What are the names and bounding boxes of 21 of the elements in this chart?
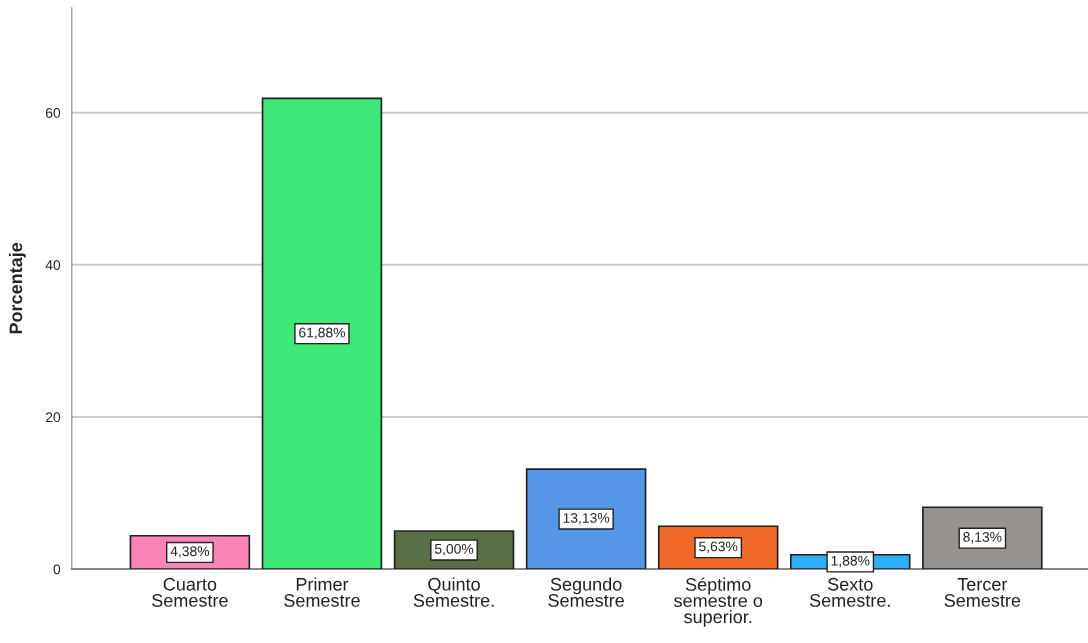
y-tick-label: 40 (45, 260, 61, 270)
data-label: 61,88% (299, 327, 346, 340)
x-tick-label: Séptimo semestre o superior. (674, 577, 763, 627)
x-tick-label: Cuarto Semestre (152, 577, 228, 607)
data-label: 8,13% (963, 532, 1002, 544)
x-tick-label: Quinto Semestre. (413, 577, 494, 607)
data-label: 13,13% (563, 513, 610, 525)
y-tick-label: 20 (45, 412, 61, 423)
data-label: 5,00% (434, 543, 474, 556)
data-label: 4,38% (170, 546, 210, 558)
bar (261, 97, 383, 570)
x-tick-label: Segundo Semestre (548, 577, 624, 607)
data-label: 1,88% (831, 555, 870, 568)
data-label: 5,63% (699, 541, 738, 554)
x-tick-label: Sexto Semestre. (809, 577, 890, 607)
bar (525, 468, 647, 570)
y-tick-label: 0 (53, 564, 61, 575)
x-tick-label: Primer Semestre (284, 577, 360, 607)
x-tick-label: Tercer Semestre (944, 578, 1021, 607)
y-tick-label: 60 (45, 108, 61, 118)
y-axis-title: Porcentaje (8, 242, 26, 334)
